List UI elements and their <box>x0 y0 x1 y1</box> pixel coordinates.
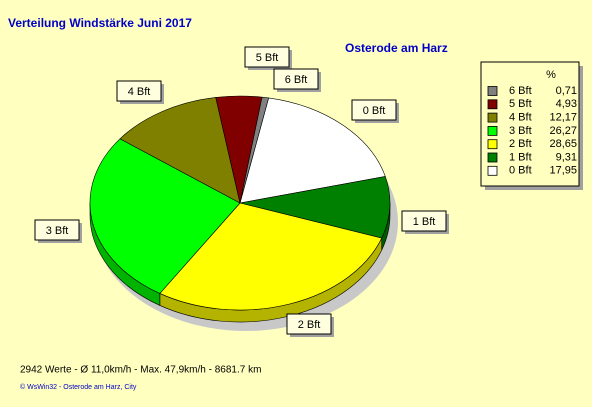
pie-slice <box>119 97 241 204</box>
legend-value: 17,95 <box>549 165 577 177</box>
legend-value: 12,17 <box>549 112 577 124</box>
legend-label: 4 Bft <box>509 112 532 124</box>
legend-swatch <box>487 139 498 150</box>
legend-header: % <box>546 69 556 81</box>
legend-swatch <box>487 126 498 136</box>
slice-label: 1 Bft <box>413 216 436 228</box>
label-box <box>244 46 290 68</box>
slice-label: 4 Bft <box>128 86 151 98</box>
pie-slice <box>89 138 241 294</box>
label-box <box>286 313 332 335</box>
credit: © WsWin32 - Osterode am Harz, City <box>20 383 137 391</box>
legend-value: 28,65 <box>549 138 577 150</box>
slice-label: 0 Bft <box>363 105 386 117</box>
pie-slice <box>239 96 270 204</box>
pie-slice <box>239 176 391 239</box>
pie-slice <box>159 202 383 311</box>
slice-label: 6 Bft <box>285 74 308 86</box>
legend-value: 0,71 <box>556 85 577 97</box>
legend-value: 26,27 <box>549 125 577 137</box>
legend-label: 6 Bft <box>509 85 532 97</box>
legend-box <box>480 61 580 187</box>
legend-swatch <box>487 152 498 163</box>
slice-label: 3 Bft <box>46 225 69 237</box>
legend-label: 0 Bft <box>509 165 532 177</box>
legend-label: 1 Bft <box>509 151 532 163</box>
label-box <box>401 210 447 232</box>
legend-swatch <box>487 86 498 96</box>
footer: 2942 Werte - Ø 11,0km/h - Max. 47,9km/h … <box>20 365 261 376</box>
legend-label: 2 Bft <box>509 138 532 150</box>
legend-swatch <box>487 112 498 123</box>
legend-label: 5 Bft <box>509 98 532 110</box>
legend-swatch <box>487 99 498 110</box>
legend-label: 3 Bft <box>509 125 532 137</box>
legend-value: 4,93 <box>556 98 577 110</box>
chart-title: Verteilung Windstärke Juni 2017 <box>8 16 192 30</box>
legend-value: 9,31 <box>556 151 577 163</box>
chart-subtitle: Osterode am Harz <box>345 41 448 55</box>
slice-label: 5 Bft <box>256 52 279 64</box>
label-box <box>116 80 162 102</box>
slice-label: 2 Bft <box>298 319 321 331</box>
legend-swatch <box>487 165 498 176</box>
pie-slice <box>239 97 386 204</box>
label-box <box>34 219 80 241</box>
label-box <box>351 99 397 121</box>
label-box <box>273 68 319 90</box>
